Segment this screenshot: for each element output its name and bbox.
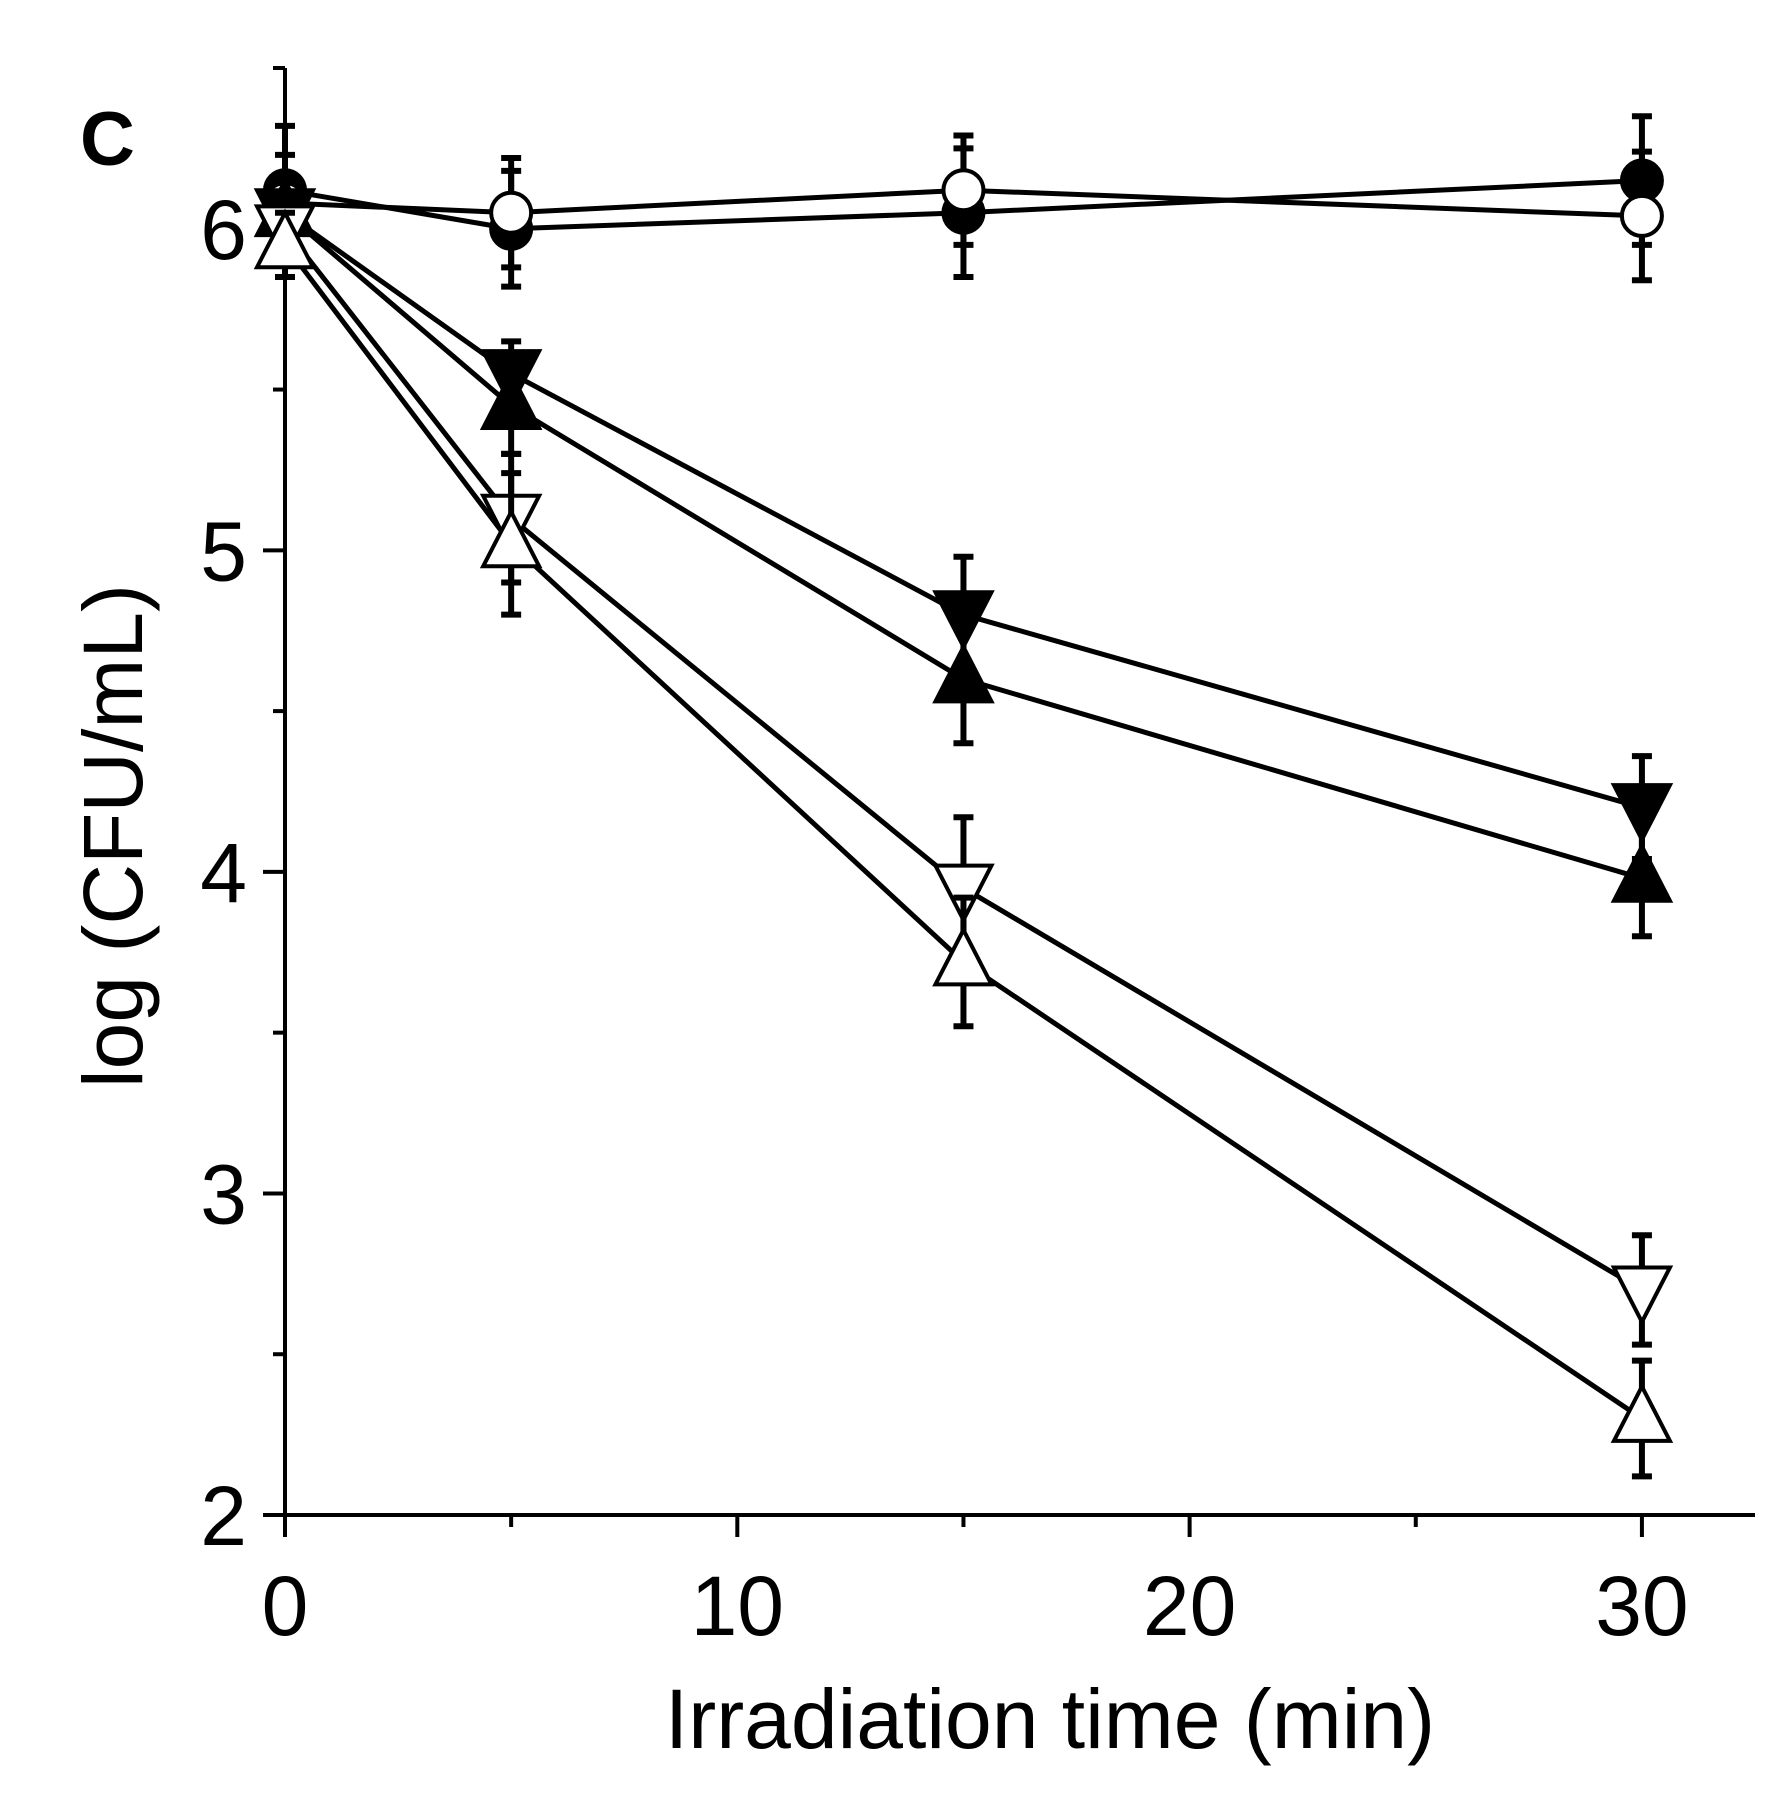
- data-point-filled-up-triangle: [1610, 841, 1674, 903]
- series-open-down-triangle: [253, 193, 1674, 1348]
- x-tick-label: 10: [691, 1559, 784, 1653]
- y-tick-label: 5: [200, 504, 247, 598]
- data-point-filled-up-triangle: [932, 642, 995, 704]
- x-tick-label: 30: [1595, 1559, 1688, 1653]
- y-tick-label: 3: [200, 1147, 247, 1241]
- panel-label: C: [80, 97, 135, 182]
- data-point-open-down-triangle: [1610, 1265, 1674, 1327]
- data-point-open-down-triangle: [932, 863, 995, 925]
- data-point-open-up-triangle: [1610, 1382, 1674, 1443]
- data-point-open-up-triangle: [479, 507, 543, 569]
- series-line-open-up-triangle: [283, 243, 1644, 1421]
- data-point-open-circle: [941, 168, 986, 213]
- series-line-open-down-triangle: [283, 227, 1644, 1293]
- data-point-open-up-triangle: [932, 925, 995, 987]
- series-line-filled-up-triangle: [283, 210, 1643, 881]
- series-line-open-circle: [284, 187, 1643, 219]
- data-point-filled-down-triangle: [1610, 783, 1674, 844]
- y-tick-label: 6: [200, 183, 247, 277]
- data-point-filled-up-triangle: [479, 369, 543, 431]
- data-point-open-circle: [489, 190, 534, 235]
- x-tick-label: 0: [262, 1559, 309, 1653]
- series-filled-down-triangle: [253, 177, 1674, 863]
- y-axis-title: log (CFU/mL): [66, 584, 160, 1088]
- plot-area: [253, 113, 1674, 1480]
- series-line-filled-down-triangle: [283, 210, 1643, 810]
- y-tick-label: 2: [200, 1469, 247, 1563]
- x-axis-title: Irradiation time (min): [665, 1672, 1435, 1766]
- axes: 0 10 20 30 2 3 4 5 6: [200, 66, 1755, 1653]
- data-point-open-circle: [1619, 193, 1664, 238]
- series-open-circle: [263, 132, 1664, 284]
- y-tick-label: 4: [200, 826, 247, 920]
- data-point-open-up-triangle: [253, 208, 317, 270]
- series-open-up-triangle: [253, 208, 1674, 1480]
- x-tick-label: 20: [1143, 1559, 1236, 1653]
